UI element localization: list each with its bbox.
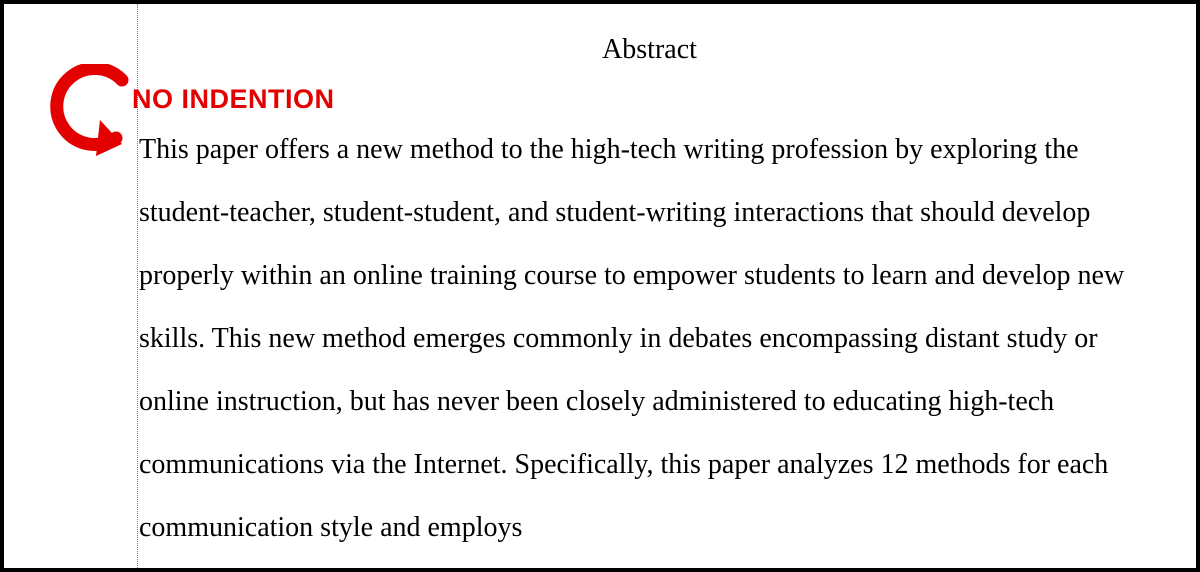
annotation-label: NO INDENTION (132, 84, 335, 115)
document-body: This paper offers a new method to the hi… (139, 118, 1160, 559)
document-title: Abstract (139, 34, 1160, 66)
curved-arrow-icon (34, 64, 144, 174)
